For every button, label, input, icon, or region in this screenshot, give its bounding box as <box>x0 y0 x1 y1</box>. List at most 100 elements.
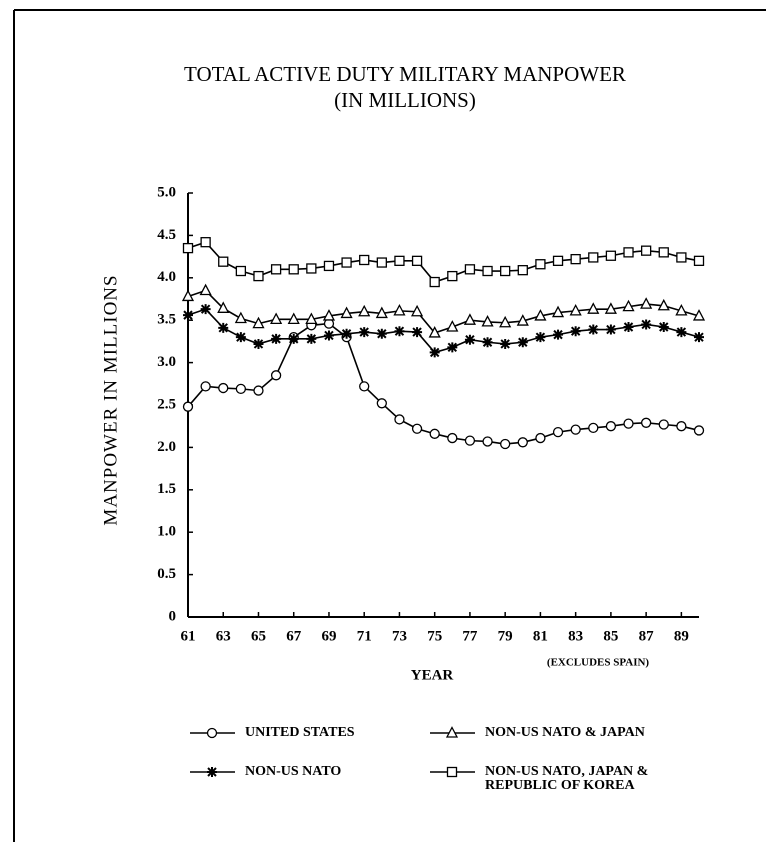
marker <box>692 309 706 321</box>
marker <box>322 309 336 321</box>
marker <box>323 330 334 341</box>
marker <box>551 305 565 318</box>
x-tick-label: 71 <box>357 628 372 644</box>
marker <box>271 333 282 344</box>
marker <box>640 417 652 428</box>
marker <box>516 314 529 326</box>
marker <box>570 326 581 337</box>
y-tick-label: 4.0 <box>157 269 176 285</box>
marker <box>359 381 370 392</box>
marker <box>553 329 564 340</box>
y-tick-label: 1.5 <box>157 481 176 497</box>
y-tick-label: 2.0 <box>157 439 176 455</box>
marker <box>410 304 424 317</box>
marker <box>482 337 493 348</box>
marker <box>623 418 634 429</box>
y-tick-label: 0 <box>169 608 177 624</box>
y-tick-label: 1.0 <box>157 524 176 540</box>
marker <box>288 264 299 275</box>
marker <box>605 250 617 261</box>
marker <box>375 306 388 319</box>
marker <box>182 242 194 254</box>
marker <box>429 276 440 288</box>
marker <box>253 270 264 282</box>
marker <box>623 247 634 258</box>
marker <box>376 328 387 339</box>
marker <box>641 319 652 330</box>
marker <box>412 327 423 338</box>
marker <box>217 301 230 313</box>
marker <box>500 338 511 349</box>
marker <box>218 322 229 333</box>
x-tick-label: 77 <box>462 628 478 644</box>
marker <box>218 256 229 267</box>
x-tick-label: 79 <box>498 628 513 644</box>
marker <box>694 332 704 343</box>
marker <box>482 265 493 277</box>
marker <box>588 324 599 335</box>
marker <box>411 255 423 266</box>
marker <box>183 310 193 321</box>
marker <box>570 424 581 435</box>
marker <box>658 419 669 430</box>
marker <box>359 327 370 338</box>
marker <box>428 326 441 338</box>
marker <box>676 252 687 263</box>
marker <box>622 299 635 312</box>
marker <box>463 313 477 325</box>
x-tick-label: 61 <box>181 628 196 644</box>
legend-label: NON-US NATO & JAPAN <box>485 725 645 740</box>
marker <box>200 381 211 392</box>
marker <box>693 425 705 436</box>
marker <box>447 432 458 444</box>
x-axis-label: YEAR <box>411 667 454 683</box>
legend-label: UNITED STATES <box>245 725 355 740</box>
marker <box>253 385 264 396</box>
y-tick-label: 5.0 <box>157 184 176 200</box>
marker <box>394 326 405 337</box>
marker <box>207 767 217 777</box>
y-tick-label: 4.5 <box>157 227 176 243</box>
y-tick-label: 3.0 <box>157 354 176 370</box>
y-tick-label: 0.5 <box>157 566 176 582</box>
marker <box>464 264 476 275</box>
marker <box>200 237 211 248</box>
chart-subtitle: (IN MILLIONS) <box>334 88 476 112</box>
legend-label: NON-US NATO <box>245 764 342 779</box>
marker <box>500 438 511 450</box>
marker <box>206 727 218 739</box>
x-tick-label: 85 <box>603 628 618 644</box>
x-tick-label: 75 <box>427 628 442 644</box>
marker <box>235 332 246 343</box>
marker <box>517 437 528 448</box>
marker <box>376 257 387 268</box>
marker <box>429 428 440 439</box>
marker <box>534 309 547 321</box>
marker <box>218 382 229 394</box>
marker <box>376 398 387 409</box>
series-line <box>187 308 700 354</box>
marker <box>657 298 670 311</box>
y-axis-label: MANPOWER IN MILLIONS <box>100 274 121 525</box>
marker <box>270 312 283 325</box>
y-tick-label: 3.5 <box>157 312 176 328</box>
x-tick-label: 73 <box>392 628 407 644</box>
annotation: (EXCLUDES SPAIN) <box>547 657 650 669</box>
marker <box>429 347 440 358</box>
marker <box>411 423 423 434</box>
marker <box>605 324 616 335</box>
marker <box>358 304 371 317</box>
x-tick-label: 87 <box>639 628 655 644</box>
marker <box>234 311 247 324</box>
y-tick-label: 2.5 <box>157 396 176 412</box>
marker <box>676 327 687 338</box>
x-tick-label: 69 <box>321 628 336 644</box>
marker <box>676 421 687 432</box>
marker <box>199 283 212 296</box>
marker <box>517 337 528 348</box>
marker <box>253 338 264 349</box>
marker <box>500 265 511 277</box>
marker <box>535 259 546 270</box>
